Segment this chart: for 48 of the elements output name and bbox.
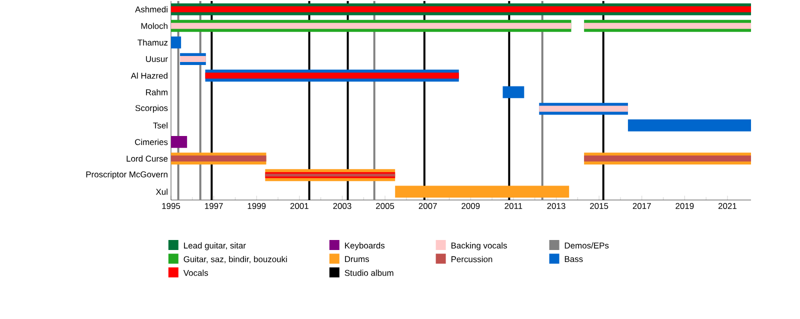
legend-label: Percussion xyxy=(451,256,492,262)
y-tick-label: Xul xyxy=(156,188,168,195)
y-tick-label: Ashmedi xyxy=(135,6,168,12)
bar xyxy=(539,106,628,112)
bar xyxy=(584,156,752,162)
x-tick-label: 2021 xyxy=(718,203,736,210)
legend-label: Demos/EPs xyxy=(564,242,609,249)
y-tick-label: Moloch xyxy=(141,22,168,29)
x-tick-label: 2015 xyxy=(590,203,608,210)
x-tick-label: 1995 xyxy=(162,203,180,210)
bar xyxy=(502,86,524,98)
x-tick-label: 2001 xyxy=(290,203,308,210)
bar xyxy=(584,22,752,29)
bar xyxy=(628,119,752,132)
y-tick-label: Scorpios xyxy=(135,104,168,113)
y-tick-label: Uusur xyxy=(146,56,168,62)
legend-label: Guitar, saz, bindir, bouzouki xyxy=(184,256,287,264)
bar xyxy=(180,56,206,62)
bar xyxy=(171,36,182,48)
bar xyxy=(171,22,572,29)
bar xyxy=(395,186,570,198)
legend-label: Studio album xyxy=(344,270,394,276)
y-tick-label: Proscriptor McGovern xyxy=(86,171,168,180)
y-tick-label: Rahm xyxy=(146,89,168,96)
legend-label: Drums xyxy=(345,256,369,262)
legend-label: Vocals xyxy=(183,270,208,276)
x-tick-label: 2003 xyxy=(333,203,352,210)
y-tick-label: Tsel xyxy=(153,122,168,128)
y-tick-label: Cimeries xyxy=(135,138,168,146)
x-tick-label: 2009 xyxy=(462,203,480,210)
x-tick-label: 2017 xyxy=(632,203,651,210)
legend-label: Lead guitar, sitar xyxy=(184,242,246,250)
x-tick-label: 1997 xyxy=(205,203,223,210)
x-tick-label: 2013 xyxy=(547,203,566,210)
x-tick-label: 1999 xyxy=(248,203,266,210)
bar xyxy=(171,6,752,12)
legend-label: Backing vocals xyxy=(451,242,507,250)
y-tick-label: Lord Curse xyxy=(126,155,168,162)
x-tick-label: 2005 xyxy=(376,203,394,210)
bar xyxy=(205,72,459,79)
legend-label: Keyboards xyxy=(345,242,385,250)
legend-label: Bass xyxy=(564,256,583,262)
y-tick-label: Thamuz xyxy=(138,39,168,46)
x-tick-label: 2011 xyxy=(504,203,522,210)
y-tick-label: Al Hazred xyxy=(130,72,168,79)
x-tick-label: 2019 xyxy=(676,203,694,210)
bar xyxy=(171,136,188,148)
x-tick-label: 2007 xyxy=(418,203,437,210)
